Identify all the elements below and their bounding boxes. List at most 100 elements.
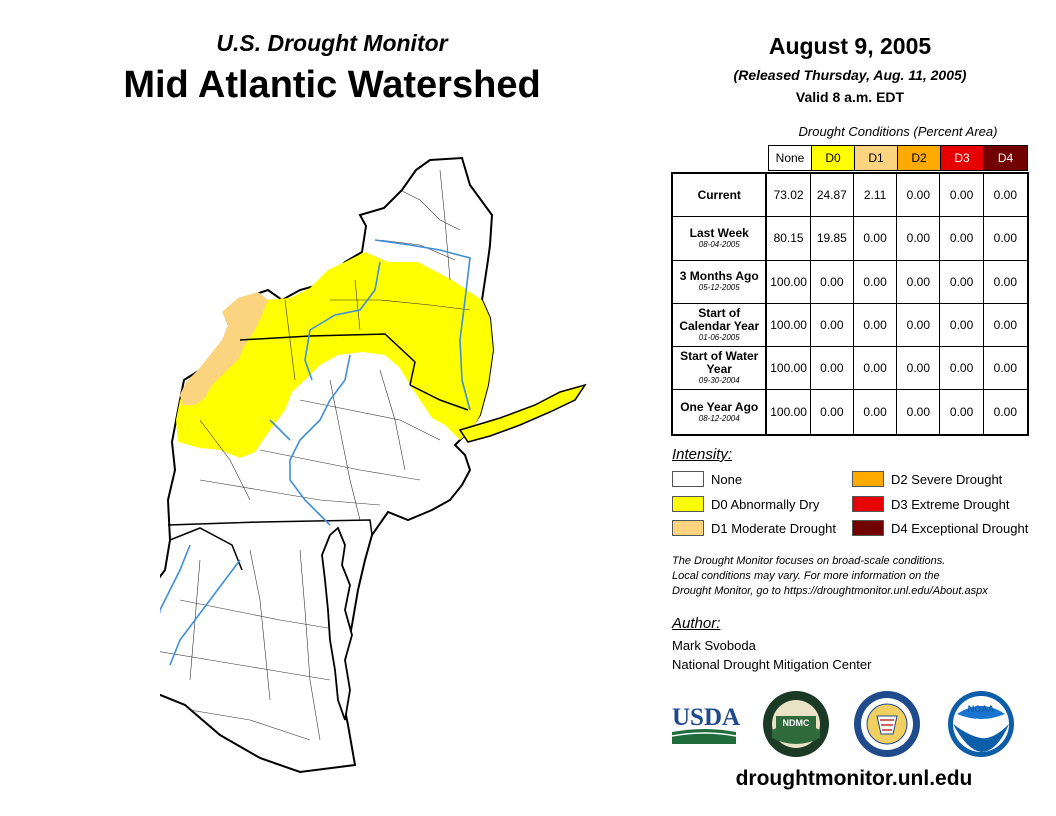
table-row: Start of Water Year 09-30-2004 100.00 0.00 0… — [673, 347, 1027, 391]
table-row: One Year Ago 08-12-2004 100.00 0.00 0.00 0.00… — [673, 390, 1027, 434]
row-label: Start of Water Year 09-30-2004 — [673, 347, 768, 390]
d1-region — [180, 292, 268, 405]
legend-swatch — [672, 471, 704, 487]
map-date: August 9, 2005 — [768, 33, 932, 59]
legend-label: D4 Exceptional Drought — [891, 520, 1029, 536]
column-header-d3: D3 — [941, 145, 984, 171]
state-line-nj — [409, 384, 469, 411]
map-subtitle: U.S. Drought Monitor — [216, 30, 448, 56]
table-cell: 0.00 — [897, 260, 941, 303]
table-cell: 0.00 — [940, 217, 984, 260]
legend-label: D1 Moderate Drought — [711, 520, 837, 536]
footer-url[interactable]: droughtmonitor.unl.edu — [735, 767, 973, 790]
row-date: 08-04-2005 — [698, 239, 740, 249]
column-header-d1: D1 — [855, 145, 898, 171]
table-cell: 100.00 — [767, 260, 811, 303]
table-cell: 0.00 — [993, 274, 1018, 289]
legend-swatch — [852, 520, 884, 536]
table-cell: 100.00 — [767, 390, 811, 434]
row-label: 3 Months Ago 05-12-2005 — [673, 260, 768, 303]
legend-swatch — [852, 471, 884, 487]
row-date: 05-12-2005 — [698, 283, 740, 293]
drought-map — [160, 156, 587, 774]
state-line-ny-pa — [239, 333, 416, 386]
table-cell: 0.00 — [897, 174, 941, 217]
state-line-pa-md — [167, 519, 373, 536]
row-label: One Year Ago 08-12-2004 — [673, 390, 768, 434]
table-header-row: None D0 D1 D2 D3 D4 — [768, 145, 1028, 171]
table-cell: 0.00 — [811, 260, 854, 303]
table-cell: 0.00 — [940, 174, 984, 217]
table-cell: 73.02 — [767, 174, 811, 217]
column-header-d2: D2 — [898, 145, 941, 171]
legend-item-d2: D2 Severe Drought — [852, 471, 1002, 487]
legend-swatch — [852, 496, 884, 512]
department-of-commerce-seal — [854, 691, 920, 757]
table-row: Last Week 08-04-2005 80.15 19.85 0.00 0.00 0.0… — [673, 217, 1027, 261]
table-cell: 0.00 — [993, 318, 1018, 333]
legend-item-d3: D3 Extreme Drought — [852, 496, 1010, 512]
table-row: 3 Months Ago 05-12-2005 100.00 0.00 0.00 0.00… — [673, 260, 1027, 304]
table-cell: 0.00 — [811, 303, 854, 347]
table-cell: 0.00 — [897, 347, 941, 390]
table-cell: 0.00 — [854, 303, 898, 347]
table-cell: 0.00 — [854, 217, 898, 260]
disclaimer-note: The Drought Monitor focuses on broad-sca… — [672, 554, 1042, 599]
table-cell: 0.00 — [940, 390, 984, 434]
legend-item-d1: D1 Moderate Drought — [672, 520, 836, 536]
table-row: Current 73.02 24.87 2.11 0.00 0.00 0.00 — [673, 174, 1027, 218]
row-label: Last Week 08-04-2005 — [673, 217, 768, 260]
row-date: 09-30-2004 — [698, 376, 740, 386]
ndmc-logo-text: NDMC — [783, 718, 810, 728]
legend-label: D0 Abnormally Dry — [711, 496, 820, 512]
column-header-d0: D0 — [812, 145, 855, 171]
row-label: Current — [673, 174, 768, 217]
column-header-none: None — [768, 145, 812, 171]
column-header-d4: D4 — [984, 145, 1028, 171]
row-label-text: 3 Months Ago — [679, 269, 759, 284]
usda-logo-text: USDA — [672, 704, 740, 731]
noaa-logo: NOAA — [948, 691, 1014, 757]
row-date: 08-12-2004 — [698, 413, 740, 423]
table-cell: 0.00 — [854, 347, 898, 390]
table-cell: 0.00 — [940, 260, 984, 303]
note-line: Local conditions may vary. For more info… — [672, 570, 940, 582]
table-cell: 0.00 — [897, 390, 941, 434]
row-label-text: Current — [697, 187, 741, 202]
d0-long-island — [458, 383, 587, 443]
legend-label: D3 Extreme Drought — [891, 496, 1010, 512]
state-line-wv-va — [169, 527, 243, 571]
map-title: Mid Atlantic Watershed — [123, 64, 541, 106]
legend-swatch — [672, 520, 704, 536]
note-line: The Drought Monitor focuses on broad-sca… — [672, 555, 946, 567]
table-cell: 0.00 — [897, 303, 941, 347]
table-cell: 0.00 — [811, 390, 854, 434]
table-row: Start of Calendar Year 01-06-2005 100.00 0.… — [673, 303, 1027, 348]
table-cell: 0.00 — [993, 231, 1018, 246]
noaa-logo-text: NOAA — [968, 704, 995, 714]
table-cell: 0.00 — [940, 303, 984, 347]
table-cell: 0.00 — [993, 188, 1018, 203]
author-organization: National Drought Mitigation Center — [672, 657, 872, 672]
rivers — [160, 239, 471, 666]
table-cell: 19.85 — [811, 217, 854, 260]
table-body: Current 73.02 24.87 2.11 0.00 0.00 0.00 Last We… — [671, 172, 1029, 436]
legend-label: D2 Severe Drought — [891, 471, 1003, 487]
table-cell: 24.87 — [811, 174, 854, 217]
table-cell: 0.00 — [993, 405, 1018, 420]
legend-item-d4: D4 Exceptional Drought — [852, 520, 1028, 536]
row-label-text: Last Week — [689, 225, 749, 240]
table-cell: 0.00 — [854, 260, 898, 303]
row-label-text: Start of Calendar Year — [679, 306, 760, 334]
table-cell: 0.00 — [897, 217, 941, 260]
table-caption: Drought Conditions (Percent Area) — [798, 124, 998, 139]
table-cell: 0.00 — [854, 390, 898, 434]
row-label: Start of Calendar Year 01-06-2005 — [673, 303, 768, 347]
table-cell: 80.15 — [767, 217, 811, 260]
note-line: Drought Monitor, go to https://droughtmo… — [672, 585, 988, 597]
legend-title: Intensity: — [672, 446, 733, 463]
release-date: (Released Thursday, Aug. 11, 2005) — [733, 67, 967, 83]
county-lines — [160, 169, 471, 741]
legend-item-d0: D0 Abnormally Dry — [672, 496, 819, 512]
table-cell: 0.00 — [811, 347, 854, 390]
